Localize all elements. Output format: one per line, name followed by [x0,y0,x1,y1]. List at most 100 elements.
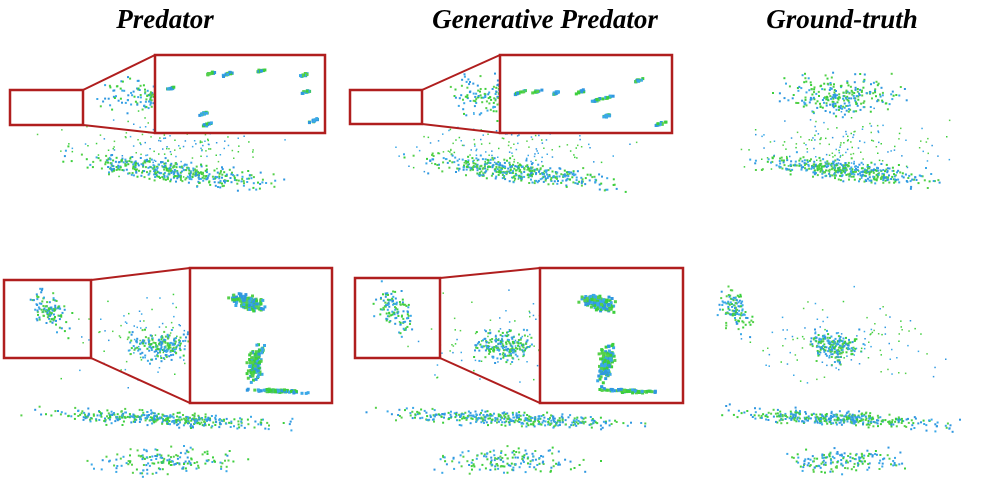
point [150,459,153,461]
point [797,420,800,423]
point [164,166,167,169]
point [135,162,138,165]
point [508,141,510,143]
point [493,412,495,415]
point [531,138,534,141]
point [109,166,112,169]
point [429,142,432,144]
point [804,96,807,99]
point [499,357,502,360]
point [182,414,184,416]
point [830,410,833,413]
point [893,181,896,184]
point [513,453,516,456]
point [173,348,176,351]
point [819,163,822,165]
point [111,168,114,171]
point [495,340,497,343]
point [901,175,904,178]
point [784,412,787,415]
point [187,340,190,343]
point [151,455,154,458]
point [423,409,426,412]
point [855,469,858,472]
point [783,77,786,80]
point [470,149,472,151]
point [156,345,159,348]
point [862,170,864,173]
point [139,339,141,342]
point [146,89,149,92]
point [813,466,816,469]
point [494,177,497,180]
point [87,407,90,410]
point [121,169,124,171]
point [108,414,111,417]
point [201,453,204,456]
point [580,176,583,179]
point [511,345,514,348]
point [155,458,158,460]
point [468,91,471,94]
point [138,310,141,312]
point [201,141,203,143]
point [182,424,185,427]
point [416,146,418,148]
point [260,423,263,426]
point [149,157,152,160]
point [71,312,74,314]
point [490,456,493,459]
point [732,413,735,416]
point [65,321,68,324]
point [482,134,484,136]
point [481,345,484,348]
point [221,176,223,179]
point [172,326,174,329]
point [161,468,164,471]
point [224,140,226,142]
point [845,169,848,171]
point [494,465,497,468]
point [891,98,894,101]
point [111,108,114,111]
point [812,96,815,99]
point [161,335,163,337]
point [608,419,611,422]
point [791,456,794,459]
point [202,174,205,177]
point [108,173,110,176]
point [173,315,175,318]
point [531,459,534,462]
point [95,156,98,159]
point [911,424,914,427]
point [408,165,410,167]
point [158,343,161,345]
point [812,163,815,166]
point [798,85,801,88]
point [851,416,854,419]
point [183,445,185,447]
point [149,93,152,96]
point [882,169,885,171]
point [200,165,203,168]
point [511,155,514,157]
point [499,171,502,174]
point [257,423,260,426]
point [506,471,509,474]
point [149,419,152,421]
point [205,178,208,181]
point [151,422,154,425]
point [903,425,906,428]
point [805,412,807,415]
point [169,135,171,137]
point [784,120,786,122]
point [485,107,488,110]
point [853,92,856,94]
point [907,177,910,179]
point [118,335,121,337]
point [172,173,175,176]
point [409,412,412,415]
point [516,456,519,459]
point [853,97,856,100]
